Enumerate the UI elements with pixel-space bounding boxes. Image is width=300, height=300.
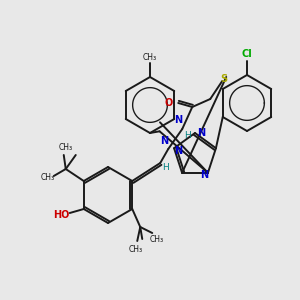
Text: CH₃: CH₃: [143, 52, 157, 62]
Text: S: S: [221, 74, 228, 84]
Text: CH₃: CH₃: [41, 173, 55, 182]
Text: Cl: Cl: [242, 49, 252, 59]
Text: H: H: [184, 130, 190, 140]
Text: N: N: [200, 170, 208, 180]
Text: N: N: [174, 115, 182, 125]
Text: N: N: [197, 128, 205, 138]
Text: CH₃: CH₃: [128, 244, 142, 253]
Text: N: N: [174, 146, 182, 156]
Text: H: H: [162, 163, 169, 172]
Text: HO: HO: [54, 210, 70, 220]
Text: N: N: [160, 136, 168, 146]
Text: O: O: [164, 98, 172, 108]
Text: CH₃: CH₃: [59, 142, 73, 152]
Text: CH₃: CH₃: [149, 235, 163, 244]
